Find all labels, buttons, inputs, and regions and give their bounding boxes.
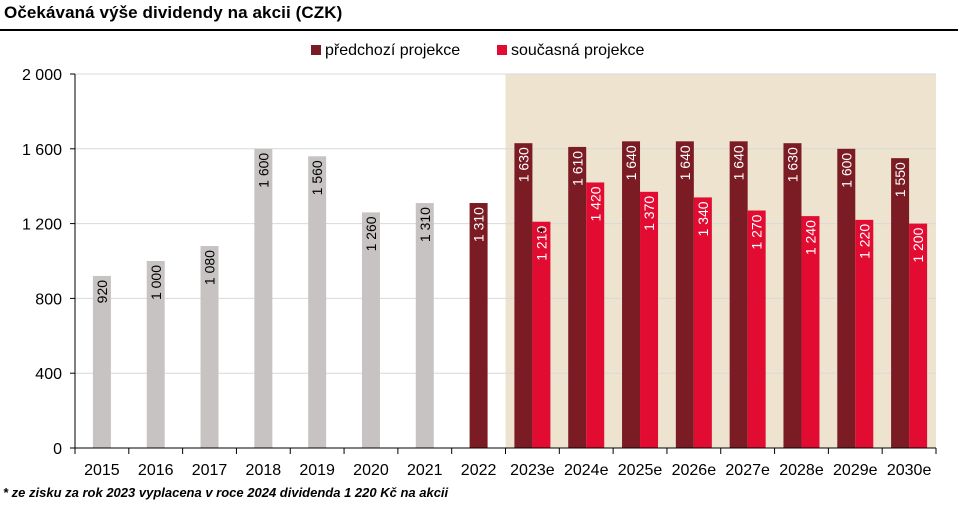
x-tick-label: 2016 xyxy=(138,462,174,479)
legend: předchozí projekce současná projekce xyxy=(311,42,645,59)
bar-value-label: 1 630 xyxy=(515,147,531,182)
bar-previous-projection xyxy=(568,146,587,448)
bar-value-label: 920 xyxy=(94,280,110,304)
bar-value-label: 1 270 xyxy=(749,214,765,249)
bar-value-label: 1 630 xyxy=(785,147,801,182)
x-tick-label: 2025e xyxy=(618,462,663,479)
annotation-asterisk: * xyxy=(538,226,544,243)
bar-value-label: 1 200 xyxy=(910,227,926,262)
bar-previous-projection xyxy=(514,143,533,448)
bar-historical xyxy=(415,203,434,448)
x-tick-label: 2022 xyxy=(461,462,497,479)
x-tick-label: 2027e xyxy=(725,462,770,479)
bar-value-label: 1 640 xyxy=(623,145,639,180)
y-tick-label: 400 xyxy=(35,366,62,383)
bar-current-projection xyxy=(747,210,766,448)
bar-value-label: 1 600 xyxy=(838,153,854,188)
bar-historical xyxy=(254,148,273,449)
bar-historical xyxy=(92,275,111,448)
bar-current-projection xyxy=(909,223,928,448)
x-tick-label: 2029e xyxy=(833,462,878,479)
bar-previous-projection xyxy=(837,148,856,449)
bar-previous-projection xyxy=(891,158,910,448)
x-tick-label: 2015 xyxy=(84,462,120,479)
x-tick-label: 2017 xyxy=(192,462,228,479)
x-tick-label: 2028e xyxy=(779,462,824,479)
bar-previous-projection xyxy=(675,141,694,448)
bar-labels: 920 1 000 1 080 1 600 1 560 1 260 1 310 1 310 1 … xyxy=(94,145,926,303)
y-tick-label: 1 600 xyxy=(22,142,62,159)
x-tick-label: 2019 xyxy=(299,462,335,479)
dividend-bar-chart: 920 1 000 1 080 1 600 1 560 1 260 1 310 1 310 1 … xyxy=(22,42,937,479)
legend-swatch xyxy=(497,45,507,55)
bar-value-label: 1 420 xyxy=(587,186,603,221)
bar-previous-projection xyxy=(783,143,802,448)
y-tick-label: 0 xyxy=(53,441,62,458)
axes: 0 400 800 1 200 1 600 2 000 2015 2016 2017 2018 20… xyxy=(22,67,937,479)
bar-historical xyxy=(146,261,165,448)
bar-value-label: 1 310 xyxy=(471,207,487,242)
bar-value-label: 1 610 xyxy=(569,151,585,186)
x-tick-label: 2023e xyxy=(510,462,555,479)
legend-label: současná projekce xyxy=(511,42,645,59)
bar-current-projection xyxy=(855,219,874,448)
bar-value-label: 1 640 xyxy=(677,145,693,180)
bar-current-projection xyxy=(586,182,605,448)
bar-value-label: 1 310 xyxy=(417,207,433,242)
bar-value-label: 1 560 xyxy=(309,160,325,195)
x-tick-label: 2030e xyxy=(887,462,932,479)
footnote: * ze zisku za rok 2023 vyplacena v roce … xyxy=(3,485,449,500)
x-tick-label: 2024e xyxy=(564,462,609,479)
bar-current-projection xyxy=(693,197,712,448)
x-tick-label: 2026e xyxy=(672,462,717,479)
x-tick-label: 2020 xyxy=(353,462,389,479)
bar-value-label: 1 080 xyxy=(202,250,218,285)
bar-previous-projection xyxy=(469,203,488,448)
legend-swatch xyxy=(311,45,321,55)
title-divider xyxy=(0,29,958,31)
bar-previous-projection xyxy=(622,141,641,448)
bar-historical xyxy=(361,212,380,448)
bar-value-label: 1 240 xyxy=(803,220,819,255)
bar-value-label: 1 550 xyxy=(892,162,908,197)
y-tick-label: 800 xyxy=(35,291,62,308)
y-tick-label: 2 000 xyxy=(22,67,62,84)
x-tick-label: 2018 xyxy=(246,462,282,479)
x-tick-label: 2021 xyxy=(407,462,443,479)
bar-value-label: 1 340 xyxy=(695,201,711,236)
y-tick-label: 1 200 xyxy=(22,217,62,234)
bar-historical xyxy=(200,246,219,448)
bar-previous-projection xyxy=(729,141,748,448)
bar-value-label: 1 220 xyxy=(856,224,872,259)
legend-label: předchozí projekce xyxy=(325,42,460,59)
bar-current-projection xyxy=(801,216,820,448)
bar-historical xyxy=(308,156,327,448)
bar-value-label: 1 000 xyxy=(148,265,164,300)
bars xyxy=(92,141,928,449)
bar-value-label: 1 640 xyxy=(731,145,747,180)
bar-current-projection xyxy=(640,191,659,448)
bar-value-label: 1 260 xyxy=(363,216,379,251)
bar-value-label: 1 210 xyxy=(533,226,549,261)
bar-value-label: 1 600 xyxy=(255,153,271,188)
bar-value-label: 1 370 xyxy=(641,196,657,231)
bar-current-projection xyxy=(532,221,551,448)
chart-title: Očekávaná výše dividendy na akcii (CZK) xyxy=(4,3,343,22)
